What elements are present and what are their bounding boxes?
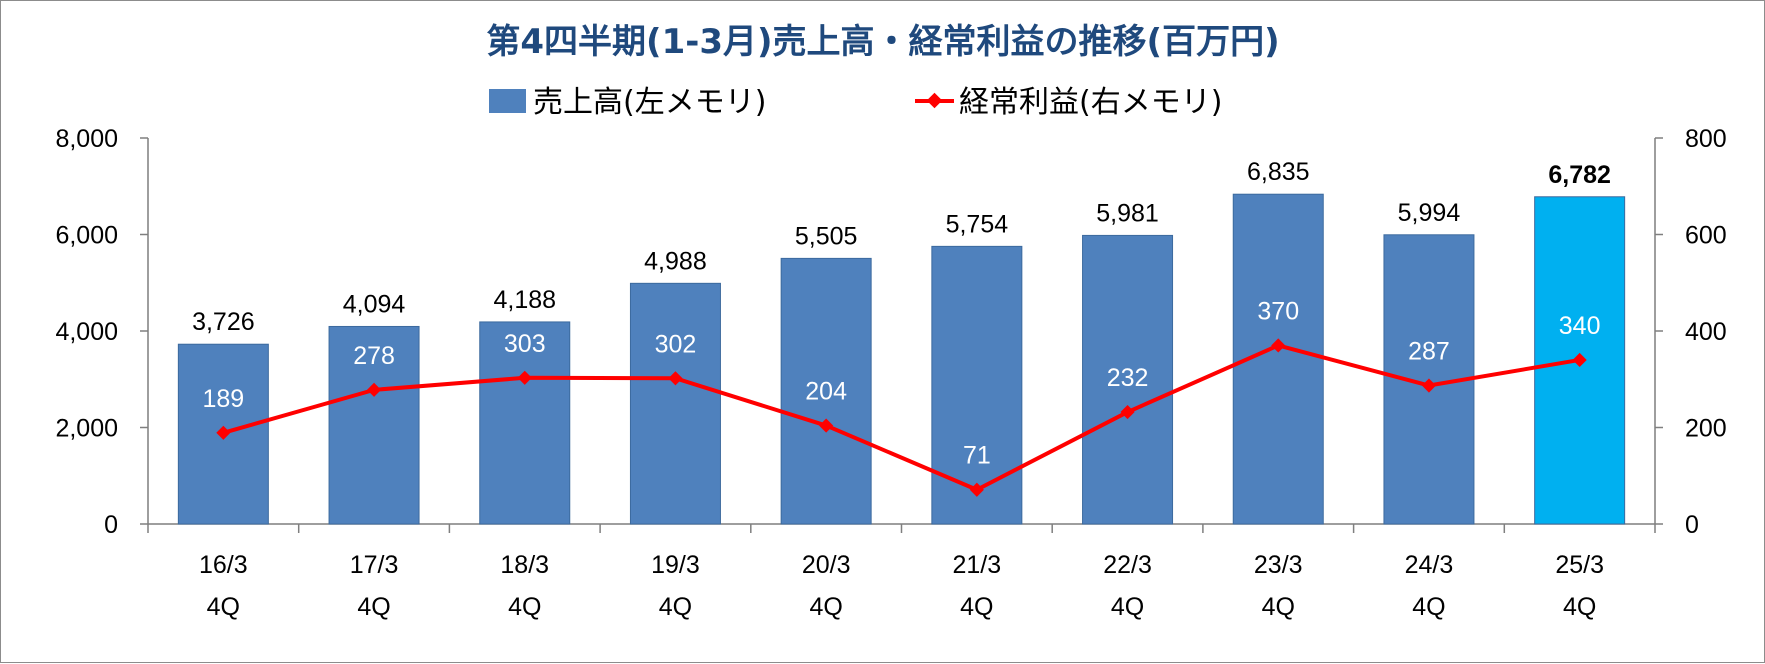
x-category-label: 20/3 [802,551,851,579]
bar-value-label: 3,726 [192,308,255,336]
line-value-label: 204 [805,378,847,406]
line-value-label: 340 [1559,312,1601,340]
legend-bar-swatch [489,89,526,113]
line-point [668,371,683,386]
line-path [222,343,1580,492]
line-value-label: 303 [504,330,546,358]
bar-value-label: 4,094 [343,290,406,318]
bar [328,325,420,525]
x-category-label: 19/3 [651,551,700,579]
x-category-label: 21/3 [953,551,1002,579]
line-value-label: 370 [1257,297,1299,325]
left-tick-label: 2,000 [55,415,118,443]
left-tick-label: 4,000 [55,318,118,346]
bar [931,245,1023,525]
legend-bar-label: 売上高(左メモリ) [533,85,766,120]
chart-title: 第4四半期(1-3月)売上高・経常利益の推移(百万円) [486,22,1279,62]
bar-value-label: 5,505 [795,222,858,250]
line-point [1271,338,1286,353]
x-category-label: 24/3 [1405,551,1454,579]
bar-value-label: 5,981 [1096,199,1159,227]
line-value-label: 71 [963,442,991,470]
line-value-label: 232 [1107,364,1149,392]
x-category-label: 22/3 [1103,551,1152,579]
x-category-sublabel: 4Q [1412,593,1445,621]
left-tick-label: 0 [104,511,118,539]
line-point [366,382,382,397]
legend-line-marker [926,92,943,109]
line-point [969,482,984,497]
x-category-sublabel: 4Q [1563,593,1596,621]
line-value-label: 287 [1408,338,1450,366]
left-tick-label: 6,000 [55,222,118,250]
x-category-sublabel: 4Q [1262,593,1295,621]
x-category-sublabel: 4Q [960,593,993,621]
right-tick-label: 400 [1685,318,1727,346]
bar [479,321,571,525]
bar-value-label: 5,994 [1398,199,1461,227]
line-value-label: 278 [353,342,395,370]
bar-value-label: 6,782 [1548,161,1611,189]
line-point [819,418,834,433]
line-value-label: 302 [655,330,697,358]
left-tick-label: 8,000 [55,125,118,153]
legend-line-label: 経常利益(右メモリ) [959,85,1222,120]
line-point [1572,352,1587,368]
bar [629,282,721,525]
line-point [517,370,532,385]
legend: 売上高(左メモリ) 経常利益(右メモリ) [489,85,1222,120]
x-category-label: 23/3 [1254,551,1303,579]
line-point [1120,404,1135,420]
bar [1082,234,1174,525]
x-category-sublabel: 4Q [809,593,842,621]
x-category-label: 18/3 [500,551,549,579]
axes: 0 2,000 4,000 6,000 8,000 0 200 400 600 800 16/3 4Q… [55,125,1726,621]
bar-value-label: 4,188 [493,286,556,314]
x-category-sublabel: 4Q [508,593,541,621]
right-tick-label: 200 [1685,415,1727,443]
bar-value-label: 4,988 [644,247,707,275]
labels: 3,726 4,094 4,188 4,988 5,505 5,754 5,981 6,835… [192,158,1611,470]
bar-value-label: 6,835 [1247,158,1310,186]
x-category-sublabel: 4Q [1111,593,1144,621]
x-category-label: 16/3 [199,551,248,579]
bar [780,257,872,525]
line-point [1421,378,1437,393]
line-value-label: 189 [202,385,244,413]
right-tick-label: 600 [1685,222,1727,250]
right-tick-label: 800 [1685,125,1727,153]
line-series [216,338,1587,497]
x-category-sublabel: 4Q [207,593,240,621]
x-category-sublabel: 4Q [659,593,692,621]
x-category-label: 25/3 [1555,551,1604,579]
bar-value-label: 5,754 [946,210,1009,238]
right-tick-label: 0 [1685,511,1699,539]
x-category-sublabel: 4Q [357,593,390,621]
line-point [216,425,231,440]
x-category-label: 17/3 [350,551,399,579]
